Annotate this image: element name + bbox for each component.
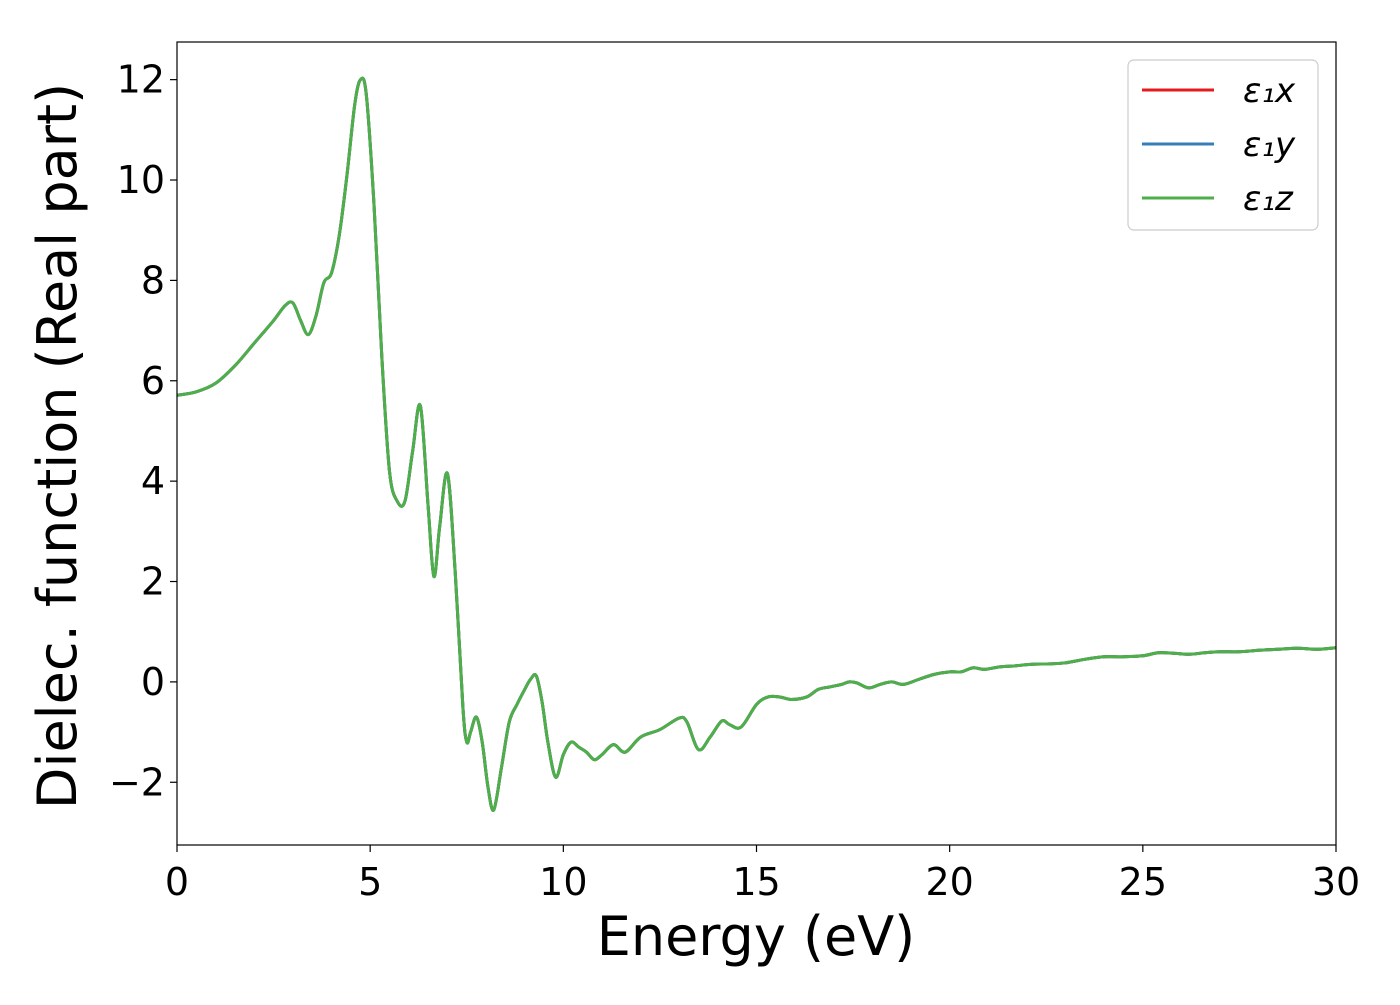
x-axis-ticks: 0 5 10 15 20 25 30 xyxy=(165,845,1360,904)
x-tick-label: 20 xyxy=(925,860,973,904)
x-tick-label: 30 xyxy=(1312,860,1360,904)
y-tick-label: 0 xyxy=(141,660,165,704)
x-tick-label: 5 xyxy=(358,860,382,904)
series-line-2 xyxy=(177,76,1336,812)
legend: ε₁x ε₁y ε₁z xyxy=(1127,59,1319,231)
y-tick-label: 10 xyxy=(117,158,165,202)
x-tick-label: 15 xyxy=(732,860,780,904)
legend-entries: ε₁x ε₁y ε₁z xyxy=(1142,71,1296,219)
legend-label: ε₁z xyxy=(1243,179,1294,219)
x-tick-label: 25 xyxy=(1119,860,1167,904)
y-tick-label: −2 xyxy=(109,760,165,804)
series-layer xyxy=(177,76,1336,812)
legend-label: ε₁x xyxy=(1243,71,1296,111)
y-axis-ticks: −2 0 2 4 6 8 10 12 xyxy=(109,58,177,804)
y-tick-label: 2 xyxy=(141,560,165,604)
legend-label: ε₁y xyxy=(1243,125,1296,165)
y-tick-label: 12 xyxy=(117,58,165,102)
legend-box xyxy=(1127,59,1319,231)
x-tick-label: 0 xyxy=(165,860,189,904)
y-tick-label: 4 xyxy=(141,459,165,503)
y-tick-label: 6 xyxy=(141,359,165,403)
x-axis-label: Energy (eV) xyxy=(597,905,916,968)
x-tick-label: 10 xyxy=(539,860,587,904)
y-tick-label: 8 xyxy=(141,258,165,302)
y-axis-label: Dielec. function (Real part) xyxy=(26,83,89,809)
